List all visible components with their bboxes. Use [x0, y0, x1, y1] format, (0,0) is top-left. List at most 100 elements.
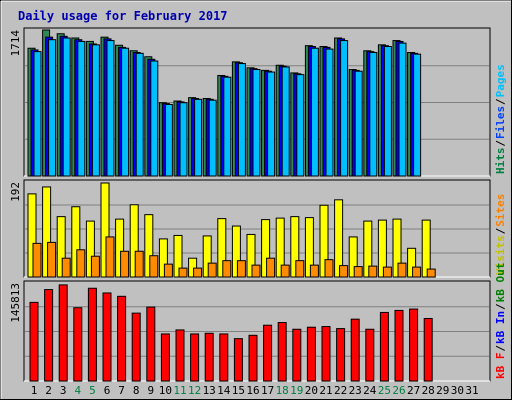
bar-kb-f-day-15: [233, 338, 243, 382]
day-label: 8: [133, 384, 140, 397]
day-label: 19: [290, 384, 303, 397]
bar-visits-day-7: [115, 218, 125, 278]
bar-kb-f-day-12: [190, 333, 200, 382]
bar-visits-day-17: [261, 219, 271, 278]
bar-kb-f-day-18: [277, 322, 287, 382]
bar-visits-day-15: [231, 225, 241, 278]
day-label: 27: [407, 384, 420, 397]
bar-pages-day-11: [179, 102, 188, 177]
bar-pages-day-1: [33, 51, 42, 177]
bar-kb-f-day-21: [321, 326, 331, 382]
day-label: 16: [246, 384, 259, 397]
bar-visits-day-22: [334, 199, 344, 278]
bar-pages-day-23: [354, 70, 363, 177]
bar-visits-day-21: [319, 204, 329, 278]
bar-visits-day-4: [71, 206, 81, 278]
bar-visits-day-20: [304, 217, 314, 278]
bar-sites-day-11: [178, 267, 188, 278]
bar-sites-day-13: [207, 262, 217, 278]
bar-sites-day-12: [193, 267, 203, 278]
day-label: 21: [319, 384, 332, 397]
bar-kb-f-day-27: [409, 308, 419, 382]
bar-sites-day-5: [90, 255, 100, 278]
bar-sites-day-3: [61, 257, 71, 278]
chart-title: Daily usage for February 2017: [18, 9, 228, 23]
bar-kb-f-day-13: [204, 332, 214, 382]
bar-sites-day-6: [105, 236, 115, 278]
bar-pages-day-4: [77, 40, 86, 177]
bar-pages-day-21: [325, 48, 334, 177]
bar-visits-day-9: [144, 214, 154, 278]
bar-sites-day-2: [47, 241, 57, 278]
bar-pages-day-15: [237, 63, 246, 177]
bar-visits-day-14: [217, 218, 227, 278]
bar-kb-f-day-20: [306, 326, 316, 382]
panel-kbytes-legend-item: /: [494, 345, 507, 352]
bar-visits-day-11: [173, 234, 183, 278]
bar-sites-day-9: [149, 255, 159, 278]
bar-pages-day-14: [223, 76, 232, 177]
bar-visits-day-6: [100, 182, 110, 278]
bar-pages-day-13: [208, 99, 217, 177]
bar-visits-day-26: [392, 218, 402, 278]
panel-hits-files-pages-legend-item: /: [494, 98, 507, 105]
day-label: 28: [422, 384, 435, 397]
day-label: 23: [349, 384, 362, 397]
day-label: 9: [147, 384, 154, 397]
bar-visits-day-5: [85, 220, 95, 278]
panel-kbytes-max-label: 145813: [9, 283, 22, 323]
bar-visits-day-8: [129, 204, 139, 278]
bar-sites-day-21: [324, 259, 334, 278]
bar-visits-day-19: [290, 216, 300, 278]
bar-pages-day-20: [310, 47, 319, 177]
panel-visits-sites-legend-item: /: [494, 227, 507, 234]
bar-sites-day-22: [339, 265, 349, 278]
bar-pages-day-6: [106, 40, 115, 177]
panel-visits-sites-legend-item: Visits: [494, 235, 507, 275]
bar-sites-day-25: [382, 266, 392, 278]
bar-sites-day-19: [295, 260, 305, 278]
day-label: 10: [159, 384, 172, 397]
bar-kb-f-day-25: [379, 311, 389, 382]
bar-pages-day-7: [121, 47, 130, 177]
bar-kb-f-day-24: [365, 328, 375, 382]
panel-hits-files-pages-legend-item: /: [494, 140, 507, 147]
bar-kb-f-day-5: [87, 287, 97, 382]
day-label: 6: [104, 384, 111, 397]
day-label: 17: [261, 384, 274, 397]
day-label: 18: [276, 384, 289, 397]
panel-kbytes-legend-item: kB Out: [494, 263, 507, 303]
bar-sites-day-16: [251, 264, 261, 278]
day-label: 24: [363, 384, 377, 397]
bar-kb-f-day-16: [248, 334, 258, 382]
bar-kb-f-day-6: [102, 292, 112, 382]
panel-hits-files-pages-legend-item: Hits: [494, 148, 507, 175]
bar-sites-day-27: [412, 266, 422, 278]
bar-sites-day-23: [353, 266, 363, 278]
bar-sites-day-15: [236, 260, 246, 278]
bar-visits-day-27: [407, 247, 417, 278]
bar-pages-day-22: [340, 40, 349, 177]
panel-hits-files-pages-legend-item: Files: [494, 106, 507, 139]
bar-pages-day-8: [135, 52, 144, 177]
panel-kbytes-legend-item: /: [494, 303, 507, 310]
bar-pages-day-27: [413, 53, 422, 177]
bar-kb-f-day-7: [117, 295, 127, 382]
bar-pages-day-9: [150, 60, 159, 177]
bar-visits-day-23: [348, 236, 358, 278]
day-label: 4: [74, 384, 81, 397]
bar-visits-day-1: [27, 193, 37, 278]
bar-pages-day-2: [48, 39, 57, 177]
bar-pages-day-12: [194, 98, 203, 177]
day-label: 29: [436, 384, 449, 397]
day-label: 1: [31, 384, 38, 397]
panel-visits-sites-legend-item: Sites: [494, 194, 507, 227]
bar-pages-day-18: [281, 66, 290, 177]
day-label: 14: [217, 384, 231, 397]
bar-visits-day-3: [56, 216, 66, 278]
bar-kb-f-day-11: [175, 329, 185, 382]
bar-kb-f-day-10: [160, 333, 170, 382]
bar-kb-f-day-19: [292, 328, 302, 382]
bar-visits-day-24: [363, 220, 373, 278]
